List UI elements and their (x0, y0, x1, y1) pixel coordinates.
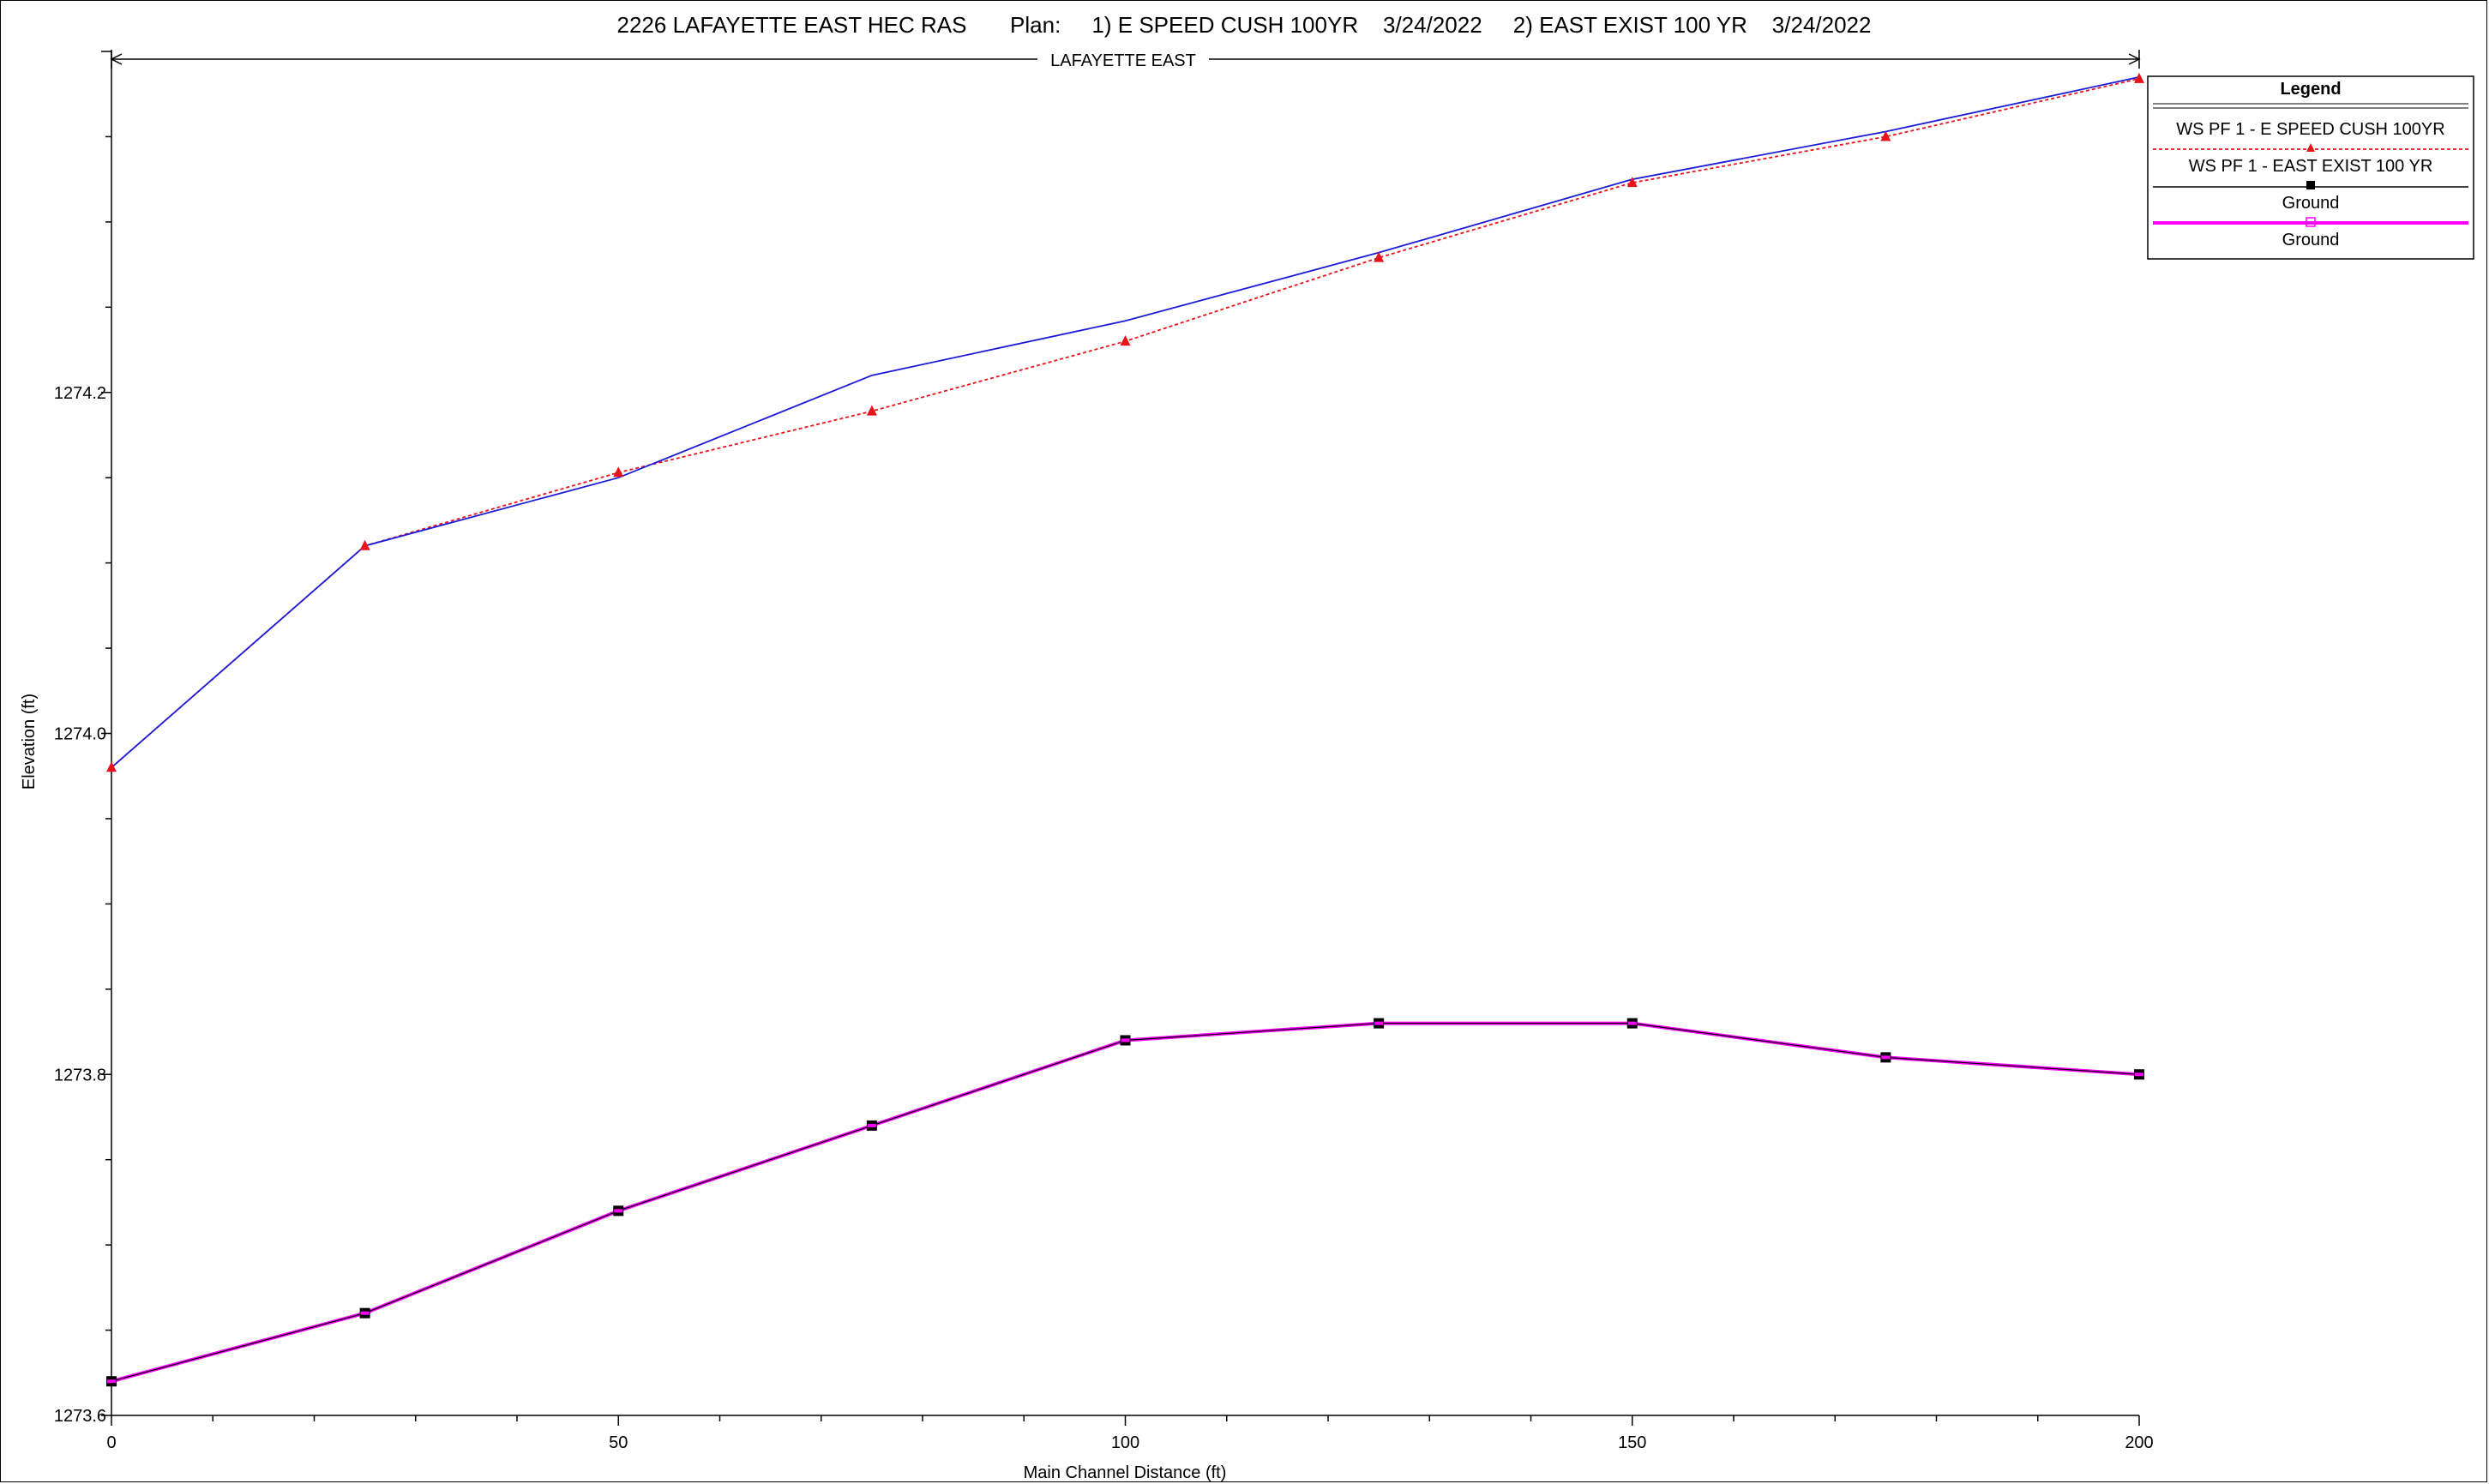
reach-label: LAFAYETTE EAST (1050, 51, 1196, 70)
legend-ground-magenta-marker (2306, 217, 2316, 227)
ws-e-speed-cush-point (866, 405, 877, 416)
ws-e-speed-cush-point (359, 539, 370, 550)
legend-ground-black-label: Ground (2282, 194, 2340, 213)
x-ticks: 0 50 100 150 200 (106, 1415, 2154, 1452)
y-tick-label: 1274.2 (54, 384, 106, 403)
y-tick-label: 1273.8 (54, 1066, 106, 1084)
ground-magenta-point (107, 1379, 116, 1384)
ws-e-speed-cush-point (1374, 251, 1385, 262)
ground-magenta-point (1121, 1038, 1130, 1042)
y-axis-label: Elevation (ft) (20, 694, 39, 790)
x-tick-label: 150 (1618, 1433, 1646, 1452)
x-tick-label: 200 (2125, 1433, 2153, 1452)
ws-e-speed-cush-point (613, 466, 624, 478)
y-tick-label: 1274.0 (54, 725, 106, 744)
ground-magenta-point (614, 1209, 623, 1213)
ground-magenta-point (360, 1311, 370, 1315)
x-tick-label: 50 (609, 1433, 628, 1452)
ws-e-speed-cush-point (1626, 177, 1638, 188)
legend-ws-e-speed-cush-label: WS PF 1 - E SPEED CUSH 100YR (2176, 120, 2444, 139)
x-tick-label: 100 (1111, 1433, 1139, 1452)
ground-magenta-point (2135, 1072, 2143, 1077)
x-axis-label: Main Channel Distance (ft) (1024, 1463, 1227, 1482)
y-ticks: 1273.6 1273.8 1274.0 1274.2 (54, 51, 111, 1426)
ground-magenta-point (1374, 1021, 1384, 1025)
ground-magenta-point (867, 1123, 876, 1127)
legend-ws-east-exist-label: WS PF 1 - EAST EXIST 100 YR (2189, 157, 2433, 176)
series-layer (106, 72, 2144, 1387)
chart-title: 2226 LAFAYETTE EAST HEC RAS Plan: 1) E S… (617, 12, 1872, 38)
legend-ground-magenta-label: Ground (2282, 231, 2340, 249)
legend-items: WS PF 1 - E SPEED CUSH 100YR WS PF 1 - EA… (2153, 107, 2468, 249)
ws-e-speed-cush-point (1880, 130, 1891, 141)
legend-ws-e-speed-cush-marker (2306, 143, 2315, 152)
ws-e-speed-cush-point (2134, 72, 2144, 83)
ground-magenta-point (1881, 1055, 1891, 1060)
ws-e-speed-cush-point (1120, 335, 1131, 346)
legend-ground-black-marker (2306, 181, 2315, 189)
reach-label-bg (1037, 49, 1209, 69)
y-tick-label: 1273.6 (54, 1407, 106, 1426)
legend-box (2147, 75, 2474, 260)
ground-black-line (111, 1022, 2140, 1382)
ws-east-exist-line (111, 75, 2140, 768)
axes: 0 50 100 150 200 1273.6 1273.8 1274.0 1274.2 Ma… (20, 51, 2154, 1482)
x-tick-label: 0 (106, 1433, 116, 1452)
legend-title: Legend (2280, 80, 2341, 99)
ws-e-speed-cush-line (111, 77, 2140, 768)
reach-marker: LAFAYETTE EAST (110, 49, 2141, 70)
ws-e-speed-cush-point (106, 761, 117, 772)
ground-magenta-line (111, 1021, 2140, 1384)
ground-magenta-point (1627, 1021, 1637, 1025)
